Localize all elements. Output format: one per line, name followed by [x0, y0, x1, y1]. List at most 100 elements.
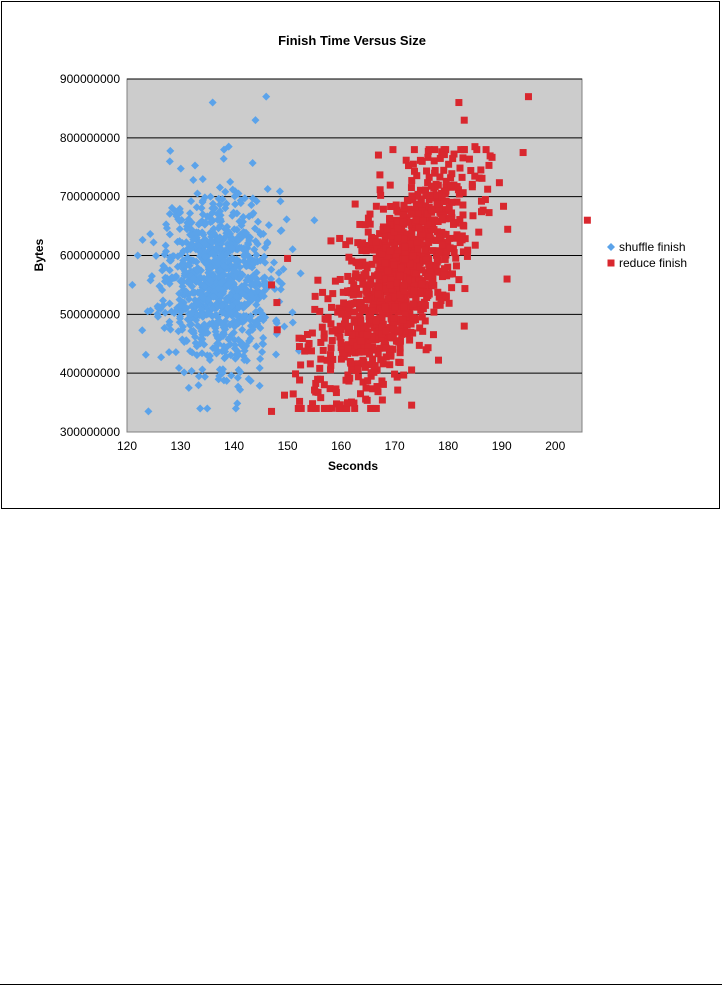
shuffle-finish-point	[258, 348, 267, 357]
shuffle-finish-point	[193, 299, 202, 308]
shuffle-finish-point	[232, 292, 241, 301]
reduce-finish-point	[391, 272, 399, 280]
reduce-finish-point	[436, 301, 444, 309]
shuffle-finish-point	[227, 330, 236, 339]
reduce-finish-point	[355, 262, 363, 270]
reduce-finish-point	[415, 275, 423, 283]
reduce-finish-point	[422, 256, 430, 264]
shuffle-finish-point	[214, 375, 223, 384]
reduce-finish-point	[382, 230, 390, 238]
shuffle-finish-point	[187, 367, 196, 376]
reduce-finish-point	[456, 239, 464, 247]
reduce-finish-point	[432, 301, 440, 309]
shuffle-finish-point	[231, 404, 240, 413]
reduce-finish-point	[448, 170, 456, 178]
reduce-finish-point	[383, 225, 391, 233]
legend-label: reduce finish	[619, 256, 687, 270]
reduce-finish-point	[390, 261, 398, 269]
shuffle-finish-point	[193, 265, 202, 274]
reduce-finish-point	[372, 404, 380, 412]
reduce-finish-point	[345, 322, 353, 330]
reduce-finish-point	[455, 276, 463, 284]
shuffle-finish-point	[279, 265, 288, 274]
reduce-finish-point	[389, 146, 397, 154]
shuffle-finish-point	[259, 274, 268, 283]
reduce-finish-point	[412, 192, 420, 200]
reduce-finish-point	[410, 167, 418, 175]
reduce-finish-point	[364, 341, 372, 349]
reduce-finish-point	[382, 353, 390, 361]
reduce-finish-point	[311, 386, 319, 394]
reduce-finish-point	[366, 220, 374, 228]
shuffle-finish-point	[242, 276, 251, 285]
reduce-finish-point	[478, 208, 486, 216]
reduce-finish-point	[448, 284, 456, 292]
reduce-finish-point	[344, 311, 352, 319]
reduce-finish-point	[352, 271, 360, 279]
shuffle-finish-point	[184, 215, 193, 224]
reduce-finish-point	[296, 376, 304, 384]
reduce-finish-point	[343, 404, 351, 412]
shuffle-finish-point	[188, 282, 197, 291]
legend: shuffle finish reduce finish	[607, 240, 687, 270]
shuffle-finish-point	[245, 236, 254, 245]
reduce-finish-point	[478, 174, 486, 182]
shuffle-finish-point	[172, 307, 181, 316]
shuffle-finish-point	[149, 238, 158, 247]
reduce-finish-point	[379, 380, 387, 388]
shuffle-finish-point	[215, 207, 224, 216]
reduce-finish-point	[312, 379, 320, 387]
reduce-finish-point	[376, 186, 384, 194]
reduce-finish-point	[353, 324, 361, 332]
series-reduce-finish	[268, 93, 591, 415]
reduce-finish-point	[387, 285, 395, 293]
reduce-finish-point	[392, 326, 400, 334]
reduce-finish-point	[442, 184, 450, 192]
reduce-finish-point	[415, 224, 423, 232]
reduce-finish-point	[379, 360, 387, 368]
reduce-finish-point	[460, 146, 468, 154]
reduce-finish-point	[381, 285, 389, 293]
shuffle-finish-point	[167, 307, 176, 316]
shuffle-finish-point	[212, 243, 221, 252]
reduce-finish-point	[378, 307, 386, 315]
reduce-finish-point	[452, 254, 460, 262]
reduce-finish-point	[348, 331, 356, 339]
reduce-finish-point	[317, 355, 325, 363]
reduce-finish-point	[358, 327, 366, 335]
shuffle-finish-point	[184, 295, 193, 304]
reduce-finish-point	[345, 253, 353, 261]
reduce-finish-point	[431, 183, 439, 191]
reduce-finish-point	[292, 370, 300, 378]
reduce-finish-point	[406, 260, 414, 268]
shuffle-finish-point	[192, 203, 201, 212]
shuffle-finish-point	[191, 332, 200, 341]
reduce-finish-point	[484, 185, 492, 193]
shuffle-finish-point	[288, 318, 297, 327]
reduce-finish-point	[391, 242, 399, 250]
reduce-finish-point	[350, 286, 358, 294]
reduce-finish-point	[381, 337, 389, 345]
reduce-finish-point	[434, 356, 442, 364]
shuffle-finish-point	[219, 376, 228, 385]
reduce-finish-point	[445, 299, 453, 307]
reduce-finish-point	[335, 404, 343, 412]
reduce-finish-point	[393, 238, 401, 246]
reduce-finish-point	[459, 154, 467, 162]
reduce-finish-point	[409, 314, 417, 322]
reduce-finish-point	[418, 207, 426, 215]
reduce-finish-point	[500, 202, 508, 210]
y-axis-title: Bytes	[32, 238, 46, 271]
reduce-finish-point	[340, 320, 348, 328]
reduce-finish-point	[424, 221, 432, 229]
reduce-finish-point	[405, 162, 413, 170]
shuffle-finish-point	[252, 278, 261, 287]
shuffle-finish-point	[173, 252, 182, 261]
reduce-finish-point	[400, 287, 408, 295]
shuffle-finish-point	[264, 221, 273, 230]
reduce-finish-point	[377, 191, 385, 199]
reduce-finish-point	[411, 269, 419, 277]
reduce-finish-point	[338, 310, 346, 318]
reduce-finish-point	[307, 347, 315, 355]
reduce-finish-point	[440, 146, 448, 154]
